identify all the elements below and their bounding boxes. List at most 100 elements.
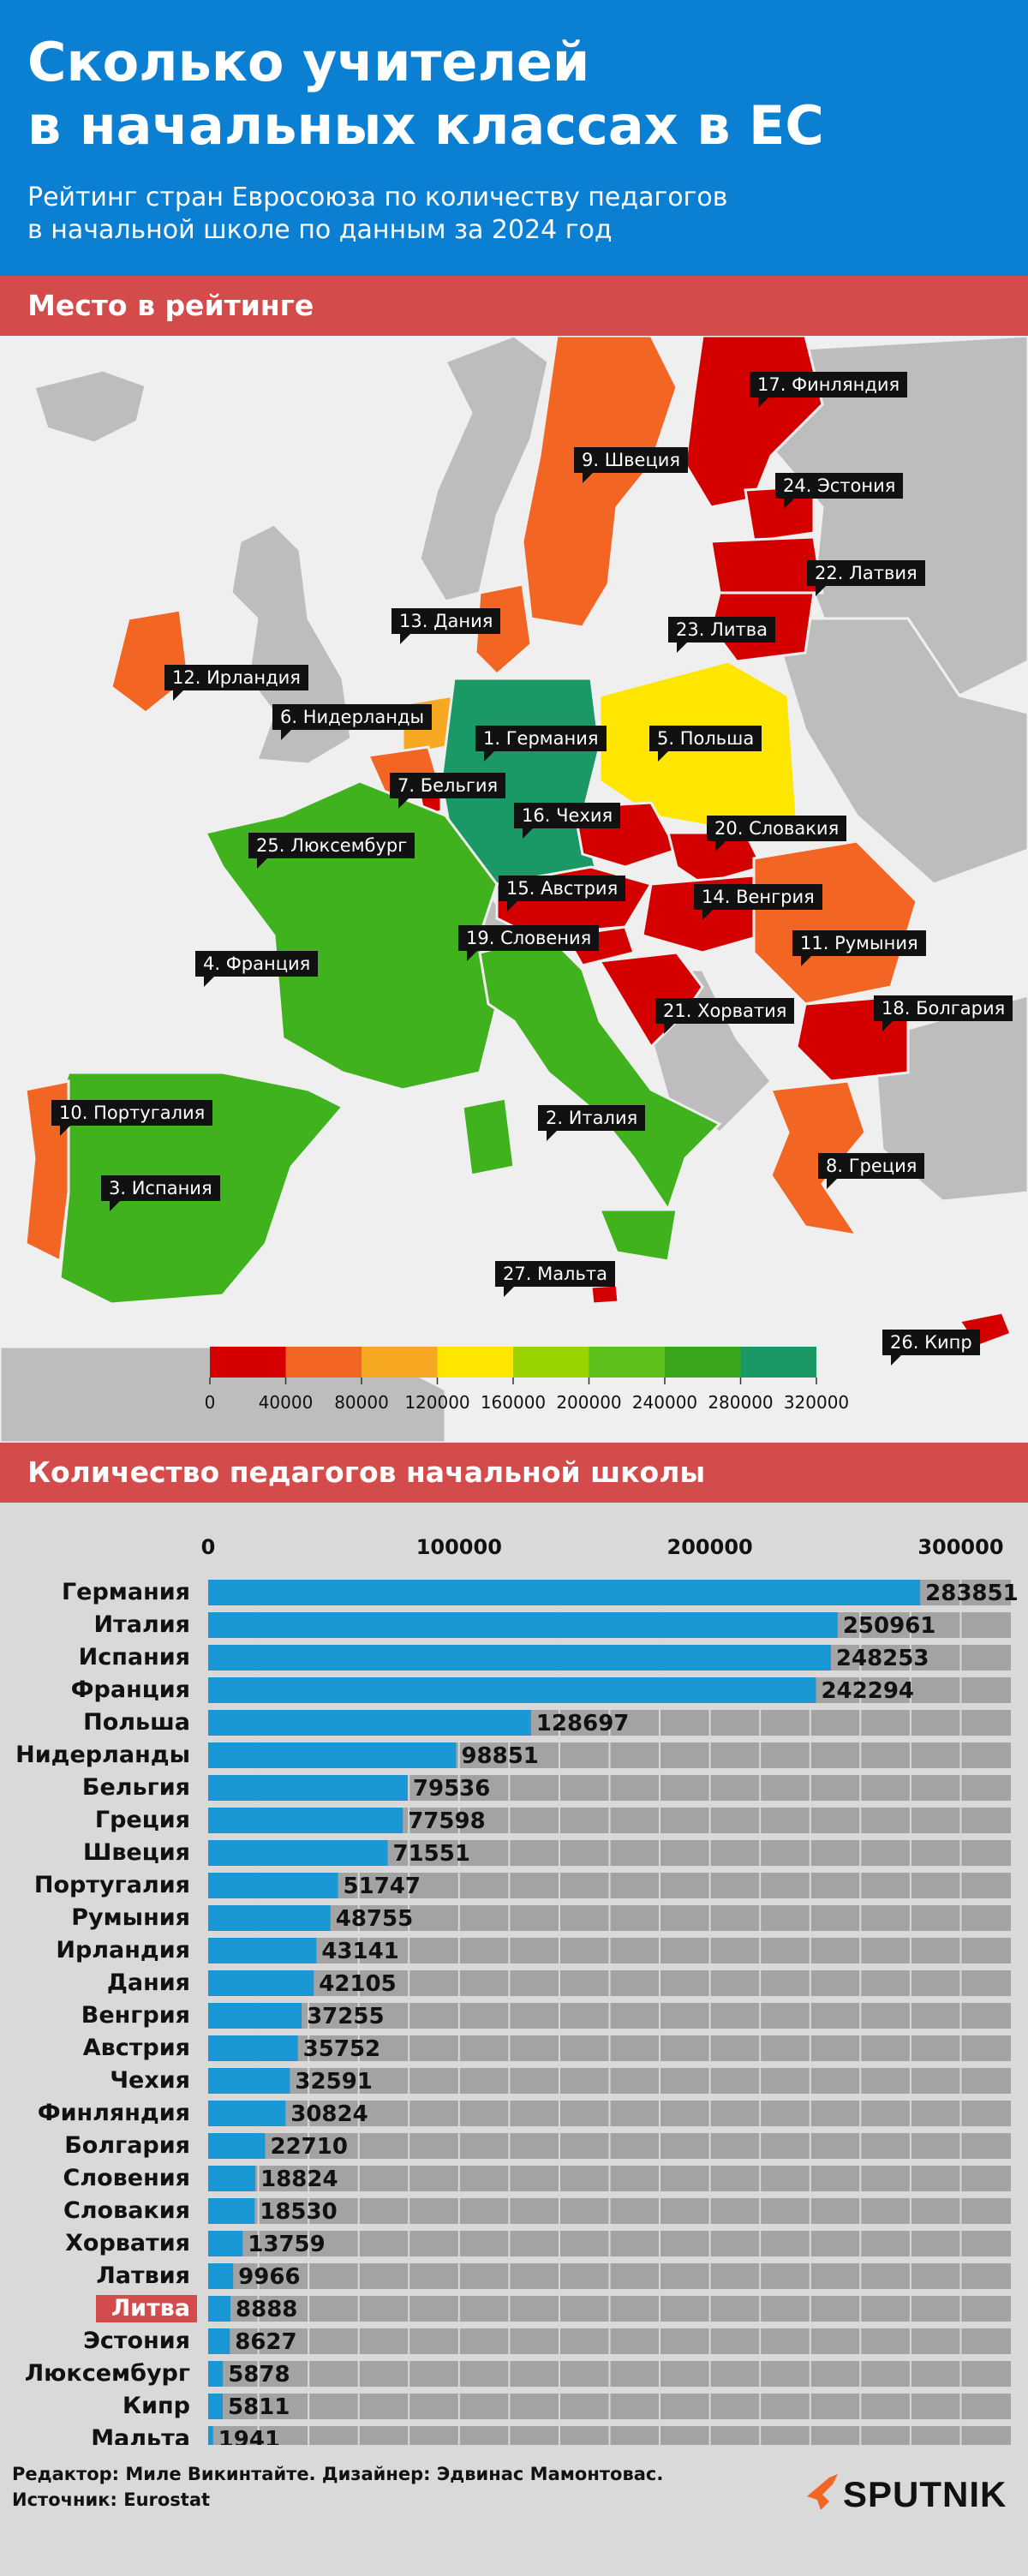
- legend-swatch: [589, 1347, 665, 1378]
- latvia-shape: [709, 535, 824, 595]
- map-label-belgium: 7. Бельгия: [390, 773, 506, 809]
- highlight-label-bg: [96, 2295, 197, 2322]
- bar: [208, 1580, 921, 1605]
- bar: [208, 2133, 266, 2159]
- malta-shape: [589, 1283, 620, 1306]
- bar-section-heading: Количество педагогов начальной школы: [0, 1443, 1028, 1503]
- map-label-greece: 8. Греция: [818, 1153, 925, 1189]
- chart-bars: Германия 283851 Италия 250961 Испания 248253 Ф…: [15, 1579, 1019, 2445]
- category-label: Чехия: [110, 2067, 190, 2094]
- category-label: Кипр: [123, 2393, 190, 2419]
- category-label: Дания: [107, 1969, 190, 1996]
- legend-bar: 0 40000 80000 120000 160000 200000 240000 28000…: [205, 1347, 849, 1413]
- portugal-shape: [24, 1079, 70, 1264]
- value-label: 35752: [303, 2036, 380, 2062]
- legend-tick-label: 0: [205, 1392, 216, 1413]
- map-label-slovenia: 19. Словения: [458, 925, 600, 961]
- map-label-germany: 1. Германия: [475, 726, 607, 762]
- category-label: Словения: [63, 2165, 190, 2191]
- bar: [208, 1808, 403, 1833]
- map-label-luxembourg: 25. Люксембург: [248, 833, 415, 869]
- value-label: 30824: [290, 2101, 368, 2127]
- category-label: Латвия: [96, 2262, 190, 2289]
- bar: [208, 2003, 302, 2029]
- category-label: Эстония: [83, 2328, 190, 2354]
- category-label: Ирландия: [56, 1937, 190, 1963]
- value-label: 9966: [238, 2264, 300, 2290]
- category-label: Венгрия: [81, 2002, 190, 2029]
- map-label-latvia: 22. Латвия: [807, 560, 925, 596]
- category-label: Литва: [111, 2295, 190, 2322]
- legend-tick-label: 40000: [259, 1392, 314, 1413]
- value-label: 43141: [321, 1939, 398, 1964]
- sicily-shape: [597, 1208, 678, 1263]
- bar: [208, 2296, 231, 2322]
- bar: [208, 2394, 224, 2419]
- map-section-heading: Место в рейтинге: [0, 276, 1028, 336]
- france-shape: [203, 780, 499, 1091]
- category-label: Словакия: [63, 2197, 190, 2224]
- map-label-france: 4. Франция: [195, 951, 319, 987]
- bar: [208, 1938, 317, 1963]
- value-label: 1941: [218, 2427, 280, 2445]
- header: Сколько учителей в начальных классах в Е…: [0, 0, 1028, 276]
- legend-tick-label: 240000: [632, 1392, 697, 1413]
- value-label: 77598: [408, 1808, 485, 1834]
- category-label: Бельгия: [82, 1774, 190, 1801]
- map-label-finland: 17. Финляндия: [750, 372, 908, 408]
- category-label: Польша: [83, 1709, 190, 1736]
- map-label-malta: 27. Мальта: [495, 1261, 615, 1297]
- title-line-1: Сколько учителей: [27, 31, 590, 93]
- legend-tick-label: 200000: [556, 1392, 621, 1413]
- legend-swatch: [740, 1347, 816, 1378]
- value-label: 8888: [236, 2297, 297, 2322]
- bar: [208, 2101, 286, 2126]
- iceland-shape: [33, 368, 147, 445]
- x-tick-label: 200000: [667, 1535, 753, 1559]
- bar: [208, 2426, 213, 2445]
- bar: [208, 2361, 224, 2387]
- value-label: 5878: [228, 2362, 290, 2388]
- belarus-ukraine-shape: [768, 617, 1028, 886]
- map-label-austria: 15. Австрия: [499, 876, 626, 911]
- category-label: Португалия: [34, 1872, 190, 1898]
- legend-swatch: [513, 1347, 589, 1378]
- value-label: 8627: [235, 2329, 296, 2355]
- x-tick-label: 100000: [416, 1535, 502, 1559]
- category-label: Франция: [71, 1676, 190, 1703]
- bar: [208, 2263, 234, 2289]
- map-label-estonia: 24. Эстония: [775, 473, 904, 509]
- footer: Редактор: Миле Викинтайте. Дизайнер: Эдв…: [0, 2445, 1028, 2576]
- map-label-czechia: 16. Чехия: [514, 803, 621, 839]
- bar: [208, 2068, 290, 2094]
- category-label: Мальта: [91, 2425, 190, 2445]
- category-label: Хорватия: [65, 2230, 190, 2256]
- map-label-denmark: 13. Дания: [391, 608, 501, 644]
- map-label-spain: 3. Испания: [101, 1175, 220, 1211]
- bar: [208, 1970, 314, 1996]
- x-tick-label: 0: [201, 1535, 216, 1559]
- legend-tick-label: 320000: [784, 1392, 849, 1413]
- map-label-poland: 5. Польша: [649, 726, 762, 762]
- footer-credit: Редактор: Миле Викинтайте. Дизайнер: Эдв…: [12, 2464, 664, 2484]
- bar: [208, 1840, 388, 1866]
- value-label: 248253: [836, 1646, 929, 1671]
- x-tick-label: 300000: [917, 1535, 1003, 1559]
- map-label-netherlands: 6. Нидерланды: [272, 704, 433, 740]
- category-label: Италия: [94, 1611, 191, 1638]
- map-label-hungary: 14. Венгрия: [694, 884, 822, 920]
- value-label: 18824: [260, 2167, 338, 2192]
- legend-swatch: [210, 1347, 286, 1378]
- category-label: Финляндия: [38, 2100, 190, 2126]
- x-axis-ticks: 0 100000 200000 300000: [201, 1535, 1004, 1559]
- sputnik-logo[interactable]: SPUTNIK: [804, 2471, 1018, 2519]
- subtitle-line-1: Рейтинг стран Евросоюза по количеству пе…: [27, 182, 728, 212]
- bar: [208, 2166, 256, 2191]
- romania-shape: [752, 840, 918, 1006]
- bar: [208, 2198, 255, 2224]
- logo-text: SPUTNIK: [843, 2474, 1007, 2514]
- map-label-italy: 2. Италия: [538, 1105, 646, 1141]
- value-label: 18530: [260, 2199, 337, 2225]
- bar: [208, 2231, 243, 2256]
- category-label: Швеция: [83, 1839, 190, 1866]
